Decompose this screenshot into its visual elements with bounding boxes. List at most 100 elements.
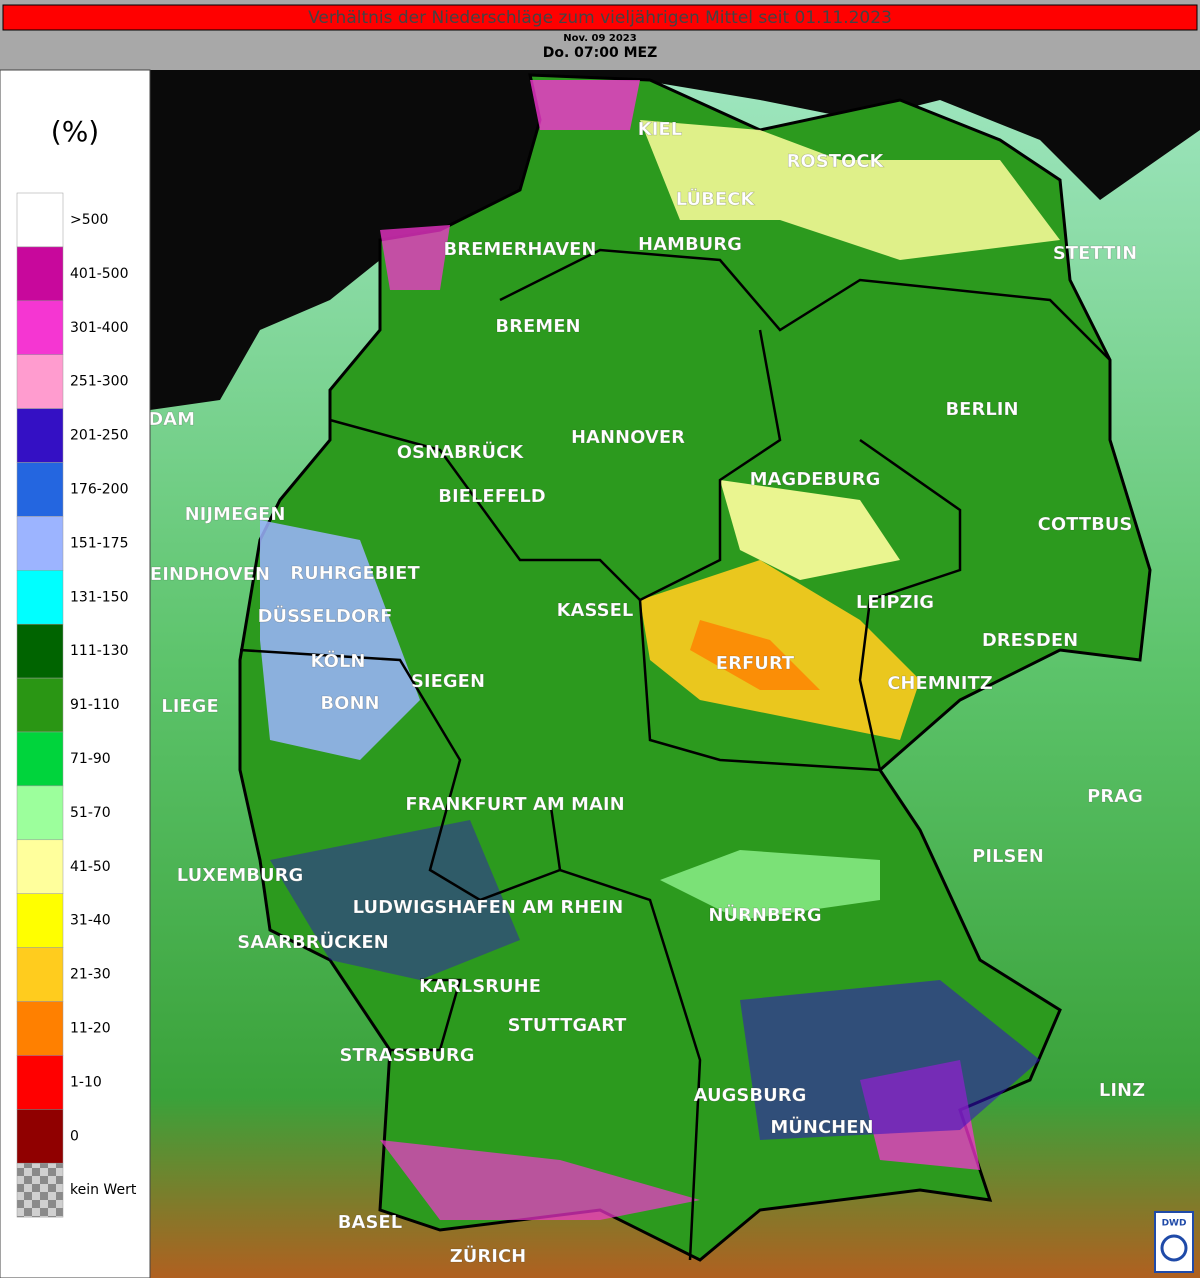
legend-label: 301-400 <box>70 320 129 336</box>
city-label: STETTIN <box>1053 243 1137 264</box>
city-label: COTTBUS <box>1038 514 1133 535</box>
city-label: LINZ <box>1099 1080 1145 1101</box>
legend-swatch <box>16 1109 64 1164</box>
city-label: BASEL <box>338 1212 402 1233</box>
city-label: EINDHOVEN <box>150 564 270 585</box>
city-label: MAGDEBURG <box>750 469 881 490</box>
logo-box <box>1154 1211 1194 1273</box>
legend-swatch <box>16 408 64 463</box>
city-label: BREMEN <box>495 316 580 337</box>
time: Do. 07:00 MEZ <box>543 45 658 61</box>
city-label: LEIPZIG <box>856 592 934 613</box>
legend-swatch <box>16 462 64 517</box>
legend-swatch <box>16 731 64 787</box>
date: Nov. 09 2023 <box>563 33 636 44</box>
city-label: HANNOVER <box>571 427 685 448</box>
legend-swatch <box>16 677 64 733</box>
area <box>270 820 520 980</box>
city-label: KÖLN <box>311 650 366 672</box>
city-label: RUHRGEBIET <box>290 563 420 584</box>
city-label: STUTTGART <box>508 1015 628 1036</box>
legend-unit: (%) <box>51 115 99 148</box>
legend-swatch <box>16 354 64 409</box>
legend-swatch <box>16 570 64 625</box>
city-label: STRASSBURG <box>339 1045 474 1066</box>
legend-label: kein Wert <box>70 1182 137 1198</box>
city-label: MÜNCHEN <box>770 1116 873 1138</box>
area <box>690 620 820 690</box>
city-label: SIEGEN <box>411 671 485 692</box>
legend-label: 21-30 <box>70 967 111 983</box>
city-label: ROSTOCK <box>787 151 885 172</box>
area <box>530 80 640 130</box>
legend-swatch <box>16 246 64 302</box>
city-label: LIEGE <box>161 696 219 717</box>
logo: DWD <box>1162 1219 1187 1229</box>
city-label: PRAG <box>1087 786 1143 807</box>
legend-label: 31-40 <box>70 913 111 929</box>
legend-swatch <box>16 192 64 248</box>
city-label: DRESDEN <box>982 630 1078 651</box>
city-label: NÜRNBERG <box>708 904 821 926</box>
city-label: AUGSBURG <box>694 1085 807 1106</box>
legend-swatch <box>16 516 64 571</box>
area <box>740 980 1040 1140</box>
area <box>260 520 420 760</box>
legend-swatch <box>16 300 64 355</box>
city-label: CHEMNITZ <box>887 673 993 694</box>
legend-label: 111-130 <box>70 643 129 659</box>
legend-label: 151-175 <box>70 535 129 551</box>
city-label: ERFURT <box>716 653 795 674</box>
city-label: LUDWIGSHAFEN AM RHEIN <box>353 897 624 918</box>
legend-swatch <box>16 1055 64 1110</box>
legend-label: 1-10 <box>70 1074 102 1090</box>
city-label: BONN <box>320 693 379 714</box>
title: Verhältnis der Niederschläge zum vieljäh… <box>308 8 892 28</box>
legend-label: >500 <box>70 212 108 228</box>
state-borders <box>239 248 1111 1261</box>
title-bar <box>2 4 1198 31</box>
area <box>660 850 880 920</box>
legend-label: 131-150 <box>70 589 129 605</box>
city-label: NIJMEGEN <box>185 504 286 525</box>
city-label: LUXEMBURG <box>177 865 304 886</box>
legend-label: 41-50 <box>70 859 111 875</box>
logo-swirl <box>1160 1234 1188 1262</box>
sea <box>150 70 1200 410</box>
legend-label: 11-20 <box>70 1021 111 1037</box>
legend-swatch <box>16 1001 64 1056</box>
legend-swatch <box>16 839 64 894</box>
legend-label: 71-90 <box>70 751 111 767</box>
city-label: BREMERHAVEN <box>443 239 596 260</box>
city-label: FRANKFURT AM MAIN <box>405 794 624 815</box>
legend-swatch <box>16 947 64 1002</box>
legend-swatch <box>16 893 64 948</box>
city-label: KARLSRUHE <box>419 976 541 997</box>
legend-swatch <box>16 1162 64 1218</box>
city-label: PILSEN <box>972 846 1044 867</box>
map: DWD KIEL LÜBECK ROSTOCK BREMERHAVEN HAMBURG S… <box>65 70 1200 1278</box>
city-label: KASSEL <box>557 600 634 621</box>
city-label: ZÜRICH <box>450 1245 527 1267</box>
area <box>380 1140 700 1220</box>
city-label: KIEL <box>638 119 682 140</box>
legend-swatch <box>16 785 64 841</box>
legend-swatch <box>16 623 64 679</box>
area <box>640 120 1060 260</box>
city-label: HAMBURG <box>638 234 742 255</box>
city-label: DÜSSELDORF <box>258 605 393 627</box>
legend-label: 176-200 <box>70 482 129 498</box>
legend-label: 51-70 <box>70 805 111 821</box>
legend-label: 201-250 <box>70 428 129 444</box>
legend-label: 251-300 <box>70 374 129 390</box>
city-label: BIELEFELD <box>438 486 545 507</box>
city-label: LÜBECK <box>676 188 756 210</box>
legend-label: 401-500 <box>70 266 129 282</box>
area <box>720 480 900 580</box>
city-label: BERLIN <box>945 399 1018 420</box>
area <box>380 225 450 290</box>
city-label: OSNABRÜCK <box>397 441 525 463</box>
legend-label: 91-110 <box>70 697 120 713</box>
legend-label: 0 <box>70 1128 79 1144</box>
